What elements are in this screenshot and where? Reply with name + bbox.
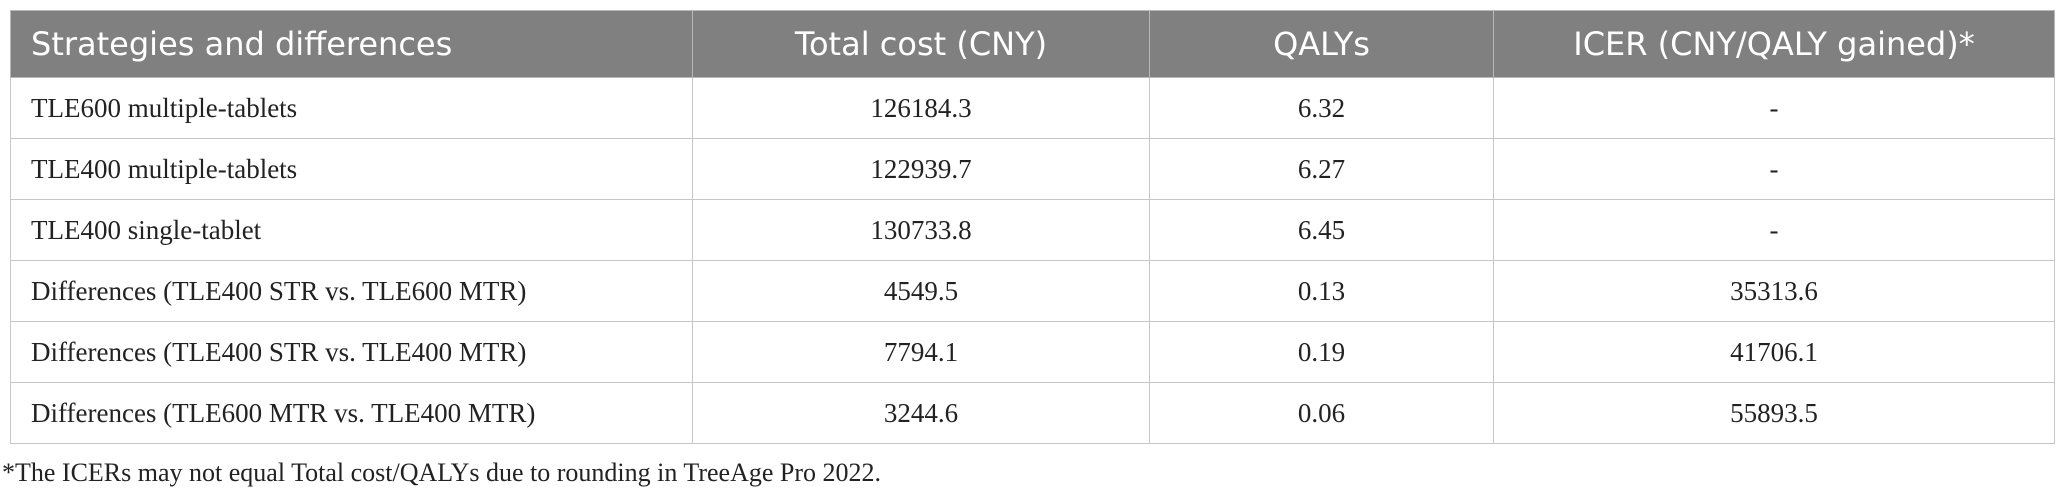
table-cell: 3244.6 [692, 382, 1150, 444]
header-cell: Strategies and differences [10, 10, 693, 78]
header-cell: ICER (CNY/QALY gained)* [1493, 10, 2055, 78]
results-table: Strategies and differences Total cost (CN… [10, 10, 2055, 444]
table-cell: 0.19 [1149, 321, 1494, 383]
table-cell: Differences (TLE400 STR vs. TLE400 MTR) [10, 321, 693, 383]
table-cell: 55893.5 [1493, 382, 2055, 444]
footnote: *The ICERs may not equal Total cost/QALY… [2, 458, 882, 487]
table-cell: 122939.7 [692, 138, 1150, 200]
table-body: TLE600 multiple-tablets 126184.3 6.32- TLE4… [10, 77, 2055, 444]
table-row: Differences (TLE400 STR vs. TLE600 MTR) 4… [10, 260, 2055, 322]
table-cell: 6.32 [1149, 77, 1494, 139]
table-cell: Differences (TLE400 STR vs. TLE600 MTR) [10, 260, 693, 322]
table-cell: TLE600 multiple-tablets [10, 77, 693, 139]
table-cell: 0.06 [1149, 382, 1494, 444]
header-cell: Total cost (CNY) [692, 10, 1150, 78]
table-cell: 6.45 [1149, 199, 1494, 261]
table-row: TLE400 multiple-tablets 122939.7 6.27- [10, 138, 2055, 200]
table-cell: 35313.6 [1493, 260, 2055, 322]
table-cell: - [1493, 199, 2055, 261]
table-cell: 126184.3 [692, 77, 1150, 139]
header-cell: QALYs [1149, 10, 1494, 78]
table-cell: 0.13 [1149, 260, 1494, 322]
table-cell: 7794.1 [692, 321, 1150, 383]
table-cell: 130733.8 [692, 199, 1150, 261]
table-cell: 6.27 [1149, 138, 1494, 200]
table-cell: 41706.1 [1493, 321, 2055, 383]
table-cell: Differences (TLE600 MTR vs. TLE400 MTR) [10, 382, 693, 444]
table-cell: TLE400 multiple-tablets [10, 138, 693, 200]
header-row: Strategies and differences Total cost (CN… [10, 10, 2055, 78]
table-cell: - [1493, 77, 2055, 139]
table-cell: 4549.5 [692, 260, 1150, 322]
table-cell: - [1493, 138, 2055, 200]
table-row: Differences (TLE400 STR vs. TLE400 MTR) 7… [10, 321, 2055, 383]
table-cell: TLE400 single-tablet [10, 199, 693, 261]
table-row: Differences (TLE600 MTR vs. TLE400 MTR) 3… [10, 382, 2055, 444]
table-row: TLE400 single-tablet 130733.8 6.45- [10, 199, 2055, 261]
table-row: TLE600 multiple-tablets 126184.3 6.32- [10, 77, 2055, 139]
